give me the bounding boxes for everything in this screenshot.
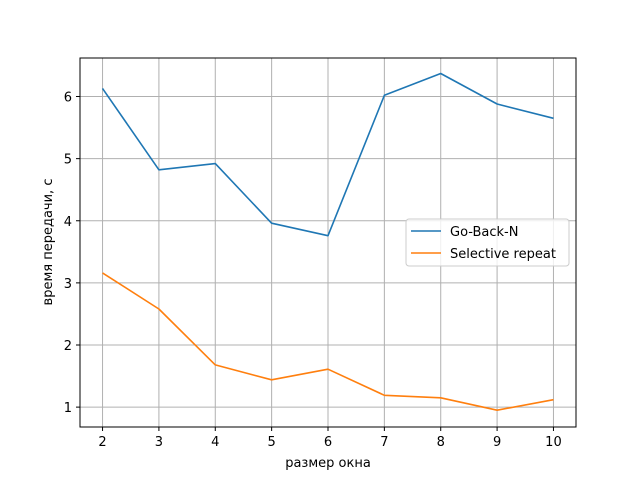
x-tick-label: 5 [267,435,275,450]
x-tick-label: 2 [98,435,106,450]
x-tick-label: 7 [380,435,388,450]
y-tick-label: 6 [64,91,72,106]
legend-label-go-back-n: Go-Back-N [450,225,518,240]
legend: Go-Back-N Selective repeat [405,218,570,267]
series-line-selective-repeat [102,272,554,412]
y-axis-ticks: 1 2 3 4 5 6 [64,91,80,416]
x-tick-label: 8 [437,435,445,450]
x-axis-label: размер окна [285,456,371,471]
x-tick-label: 6 [324,435,332,450]
y-tick-label: 1 [64,401,72,416]
y-axis-label: время передачи, с [41,179,56,306]
y-tick-label: 3 [64,277,72,292]
x-tick-label: 10 [545,435,562,450]
y-tick-label: 5 [64,153,72,168]
x-axis-ticks: 2 3 4 5 6 7 8 9 10 [98,427,562,450]
legend-box [405,218,570,267]
x-tick-label: 9 [493,435,501,450]
legend-label-selective-repeat: Selective repeat [450,247,556,262]
y-tick-label: 4 [64,215,72,230]
series-line-go-back-n [101,72,554,237]
y-tick-label: 2 [64,339,72,354]
series-lines [101,72,554,412]
x-tick-label: 4 [211,435,219,450]
x-tick-label: 3 [155,435,163,450]
